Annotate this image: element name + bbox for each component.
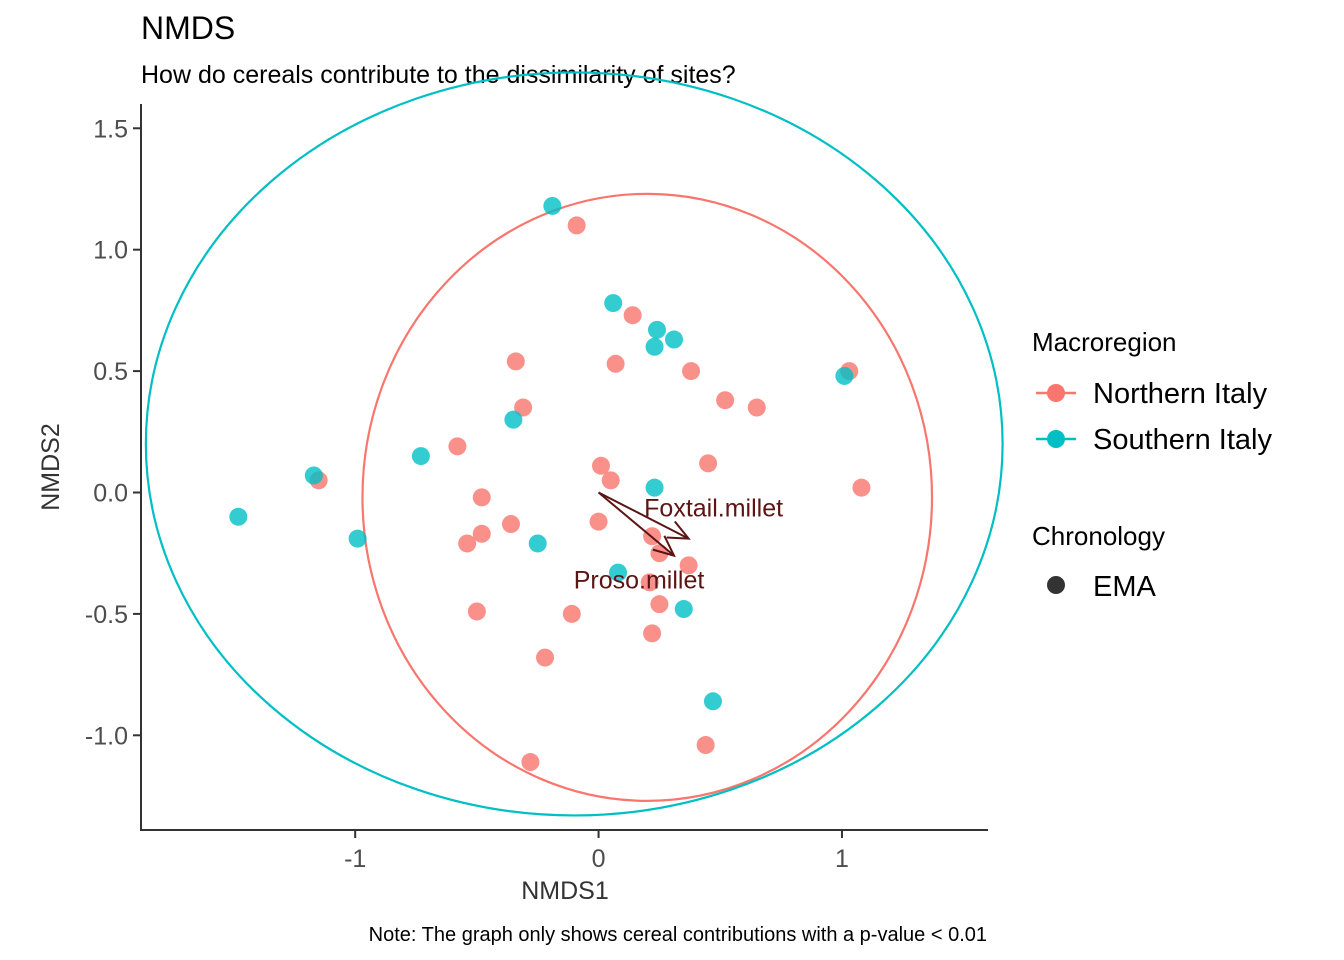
point-southern-italy xyxy=(543,196,562,215)
chart-title: NMDS xyxy=(141,10,235,46)
legend-title-macroregion: Macroregion xyxy=(1032,327,1177,357)
y-ticks-layer: 1.5 1.0 0.5 0.0 -0.5 -1.0 xyxy=(85,115,141,750)
x-tick-label: 0 xyxy=(592,845,606,873)
ellipse-southern-italy xyxy=(144,71,1004,817)
point-northern-italy xyxy=(747,398,766,417)
point-southern-italy xyxy=(665,330,684,349)
point-northern-italy xyxy=(521,753,540,772)
vector-label-proso-millet: Proso.millet xyxy=(574,567,705,595)
legend-label-northern-italy: Northern Italy xyxy=(1093,378,1268,410)
y-tick-label: 0.0 xyxy=(93,479,128,507)
point-northern-italy xyxy=(472,488,491,507)
point-southern-italy xyxy=(504,410,523,429)
point-northern-italy xyxy=(472,524,491,543)
y-tick-label: -1.0 xyxy=(85,722,128,750)
point-northern-italy xyxy=(716,391,735,410)
point-northern-italy xyxy=(501,515,520,534)
point-southern-italy xyxy=(703,692,722,711)
legend-title-chronology: Chronology xyxy=(1032,521,1165,551)
x-tick-label: 1 xyxy=(835,845,849,873)
y-tick-label: 1.0 xyxy=(93,237,128,265)
vector-arrowhead-foxtail-millet xyxy=(666,520,691,540)
legend: Macroregion Northern Italy Southern Ital… xyxy=(1032,327,1272,603)
point-northern-italy xyxy=(623,306,642,325)
point-northern-italy xyxy=(467,602,486,621)
vector-label-foxtail-millet: Foxtail.millet xyxy=(644,495,783,523)
point-northern-italy xyxy=(536,648,555,667)
point-northern-italy xyxy=(643,624,662,643)
point-northern-italy xyxy=(640,573,659,592)
legend-label-ema: EMA xyxy=(1093,571,1157,603)
legend-label-southern-italy: Southern Italy xyxy=(1093,424,1272,456)
point-northern-italy xyxy=(514,398,533,417)
point-southern-italy xyxy=(229,507,248,526)
point-southern-italy xyxy=(609,563,628,582)
point-northern-italy xyxy=(852,478,871,497)
y-axis-title: NMDS2 xyxy=(37,423,65,511)
point-northern-italy xyxy=(650,544,669,563)
point-northern-italy xyxy=(458,534,477,553)
point-southern-italy xyxy=(674,600,693,619)
ellipses-layer xyxy=(144,71,1004,817)
legend-key-point-ema xyxy=(1047,576,1065,594)
points-layer xyxy=(229,196,871,772)
point-northern-italy xyxy=(696,736,715,755)
point-northern-italy xyxy=(679,556,698,575)
legend-key-point-northern xyxy=(1047,384,1065,402)
point-northern-italy xyxy=(448,437,467,456)
point-southern-italy xyxy=(411,447,430,466)
x-ticks-layer: -1 0 1 xyxy=(344,830,849,873)
chart-caption: Note: The graph only shows cereal contri… xyxy=(369,924,987,946)
point-southern-italy xyxy=(647,320,666,339)
vector-proso-millet xyxy=(597,491,675,557)
vector-arrowhead-proso-millet xyxy=(652,535,676,558)
point-northern-italy xyxy=(650,595,669,614)
point-northern-italy xyxy=(589,512,608,531)
vectors-layer: Foxtail.millet Proso.millet xyxy=(574,491,783,595)
point-northern-italy xyxy=(506,352,525,371)
plot-panel: Foxtail.millet Proso.millet xyxy=(144,71,1004,817)
ellipse-northern-italy xyxy=(361,192,934,802)
x-tick-label: -1 xyxy=(344,845,366,873)
vector-foxtail-millet xyxy=(598,491,690,540)
point-northern-italy xyxy=(682,362,701,381)
x-axis-title: NMDS1 xyxy=(521,877,609,905)
point-northern-italy xyxy=(562,604,581,623)
point-northern-italy xyxy=(606,354,625,373)
point-southern-italy xyxy=(304,466,323,485)
legend-key-point-southern xyxy=(1047,430,1065,448)
y-tick-label: 1.5 xyxy=(93,115,128,143)
point-northern-italy xyxy=(601,471,620,490)
point-northern-italy xyxy=(592,456,611,475)
y-tick-label: 0.5 xyxy=(93,358,128,386)
point-northern-italy xyxy=(699,454,718,473)
point-southern-italy xyxy=(835,366,854,385)
point-southern-italy xyxy=(645,478,664,497)
chart-subtitle: How do cereals contribute to the dissimi… xyxy=(141,61,736,89)
point-southern-italy xyxy=(528,534,547,553)
point-southern-italy xyxy=(645,337,664,356)
point-southern-italy xyxy=(348,529,367,548)
point-northern-italy xyxy=(567,216,586,235)
point-southern-italy xyxy=(604,294,623,313)
y-tick-label: -0.5 xyxy=(85,601,128,629)
